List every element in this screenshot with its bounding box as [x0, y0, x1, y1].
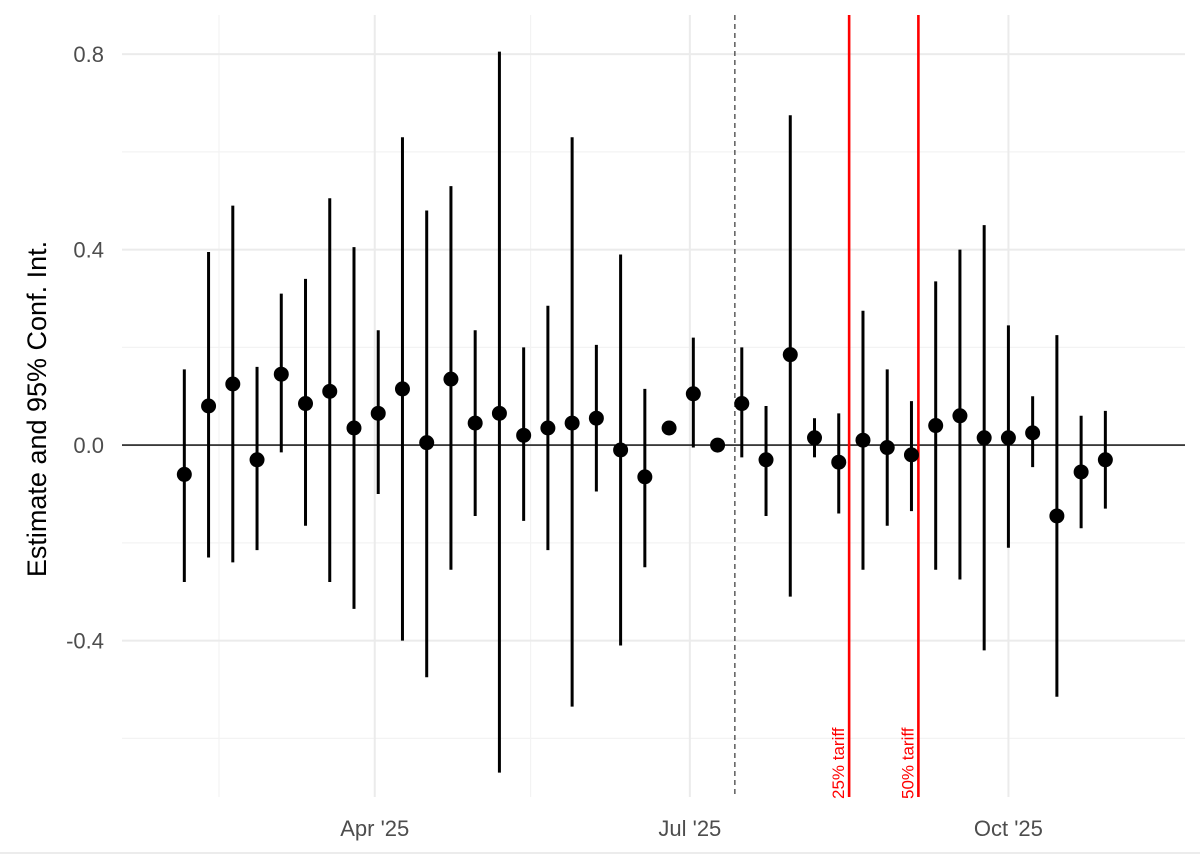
estimate-point	[976, 430, 992, 446]
point-range-layer	[176, 51, 1113, 773]
estimate-point	[1000, 430, 1016, 446]
y-tick-label: 0.0	[73, 433, 104, 458]
estimate-point	[298, 396, 314, 412]
estimate-point	[710, 437, 726, 453]
estimate-point	[273, 366, 289, 382]
estimate-point	[855, 432, 871, 448]
estimate-point	[443, 371, 459, 387]
estimate-point	[491, 405, 507, 421]
estimate-point	[564, 415, 580, 431]
x-tick-labels: Apr '25 Jul '25 Oct '25	[340, 816, 1043, 841]
estimate-point	[540, 420, 556, 436]
estimate-point	[419, 435, 435, 451]
estimate-point	[661, 420, 677, 436]
x-tick-label: Apr '25	[340, 816, 409, 841]
event-lines-layer: 25% tariff 50% tariff	[829, 15, 920, 799]
estimate-point	[807, 430, 823, 446]
estimate-point	[370, 405, 386, 421]
estimate-point	[879, 440, 895, 456]
x-tick-label: Jul '25	[658, 816, 721, 841]
estimate-point	[1049, 508, 1065, 524]
estimate-point	[952, 408, 968, 424]
estimate-point	[782, 347, 798, 363]
estimate-point	[903, 447, 919, 463]
estimate-point	[322, 383, 338, 399]
estimate-point	[831, 454, 847, 470]
estimate-point	[516, 427, 532, 443]
estimate-point	[685, 386, 701, 402]
estimate-point	[394, 381, 410, 397]
estimate-point	[588, 410, 604, 426]
estimate-point	[928, 418, 944, 434]
x-tick-label: Oct '25	[974, 816, 1043, 841]
estimate-point	[1025, 425, 1041, 441]
estimate-point	[1073, 464, 1089, 480]
y-tick-label: 0.4	[73, 238, 104, 263]
estimate-point	[758, 452, 774, 468]
estimate-point	[176, 466, 192, 482]
tariff-event-label: 25% tariff	[829, 727, 848, 799]
estimate-point	[613, 442, 629, 458]
y-tick-label: 0.8	[73, 42, 104, 67]
estimate-point	[734, 396, 750, 412]
estimate-point	[201, 398, 217, 414]
estimate-point	[225, 376, 241, 392]
tariff-event-label: 50% tariff	[898, 727, 917, 799]
estimate-point	[249, 452, 265, 468]
y-axis-title: Estimate and 95% Conf. Int.	[22, 241, 52, 577]
y-tick-label: -0.4	[66, 629, 104, 654]
estimate-point	[1097, 452, 1113, 468]
y-tick-labels: -0.4 0.0 0.4 0.8	[66, 42, 104, 654]
estimate-point	[346, 420, 362, 436]
estimate-point	[637, 469, 653, 485]
estimate-point	[467, 415, 483, 431]
